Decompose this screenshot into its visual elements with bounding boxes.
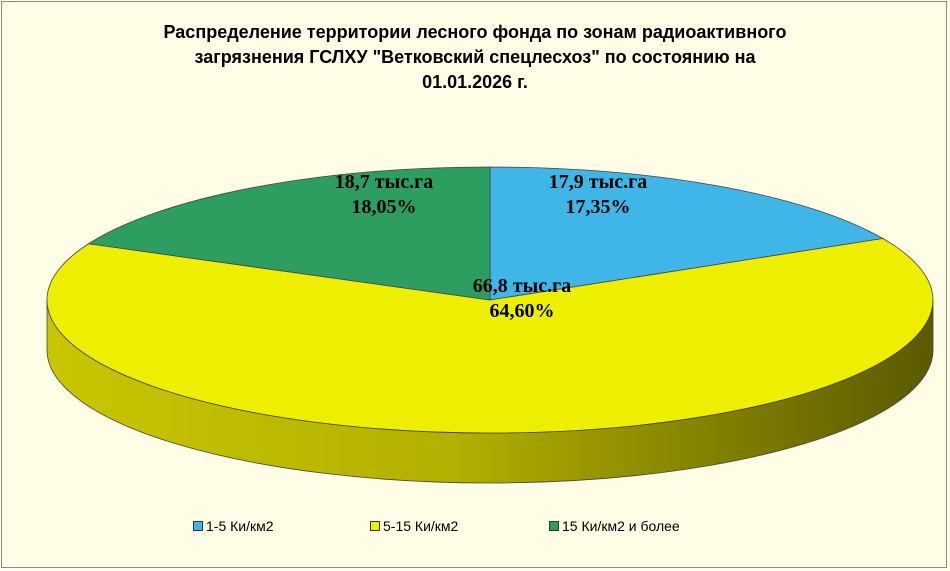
pie-slices: [46, 166, 934, 434]
data-label-5-15-line-2: 64,60%: [490, 300, 555, 322]
data-label-5-15-line-1: 66,8 тыс.га: [473, 275, 571, 297]
pie-slice-5-15: [46, 238, 934, 434]
chart-title-line-2: загрязнения ГСЛХУ "Ветковский спецлесхоз…: [194, 47, 756, 67]
legend-label-5-15: 5-15 Ки/км2: [383, 518, 459, 534]
legend-swatch-15-plus: [549, 521, 559, 531]
chart-title-line-1: Распределение территории лесного фонда п…: [163, 22, 787, 42]
legend-item-5-15: 5-15 Ки/км2: [370, 518, 458, 534]
legend-label-1-5: 1-5 Ки/км2: [206, 518, 274, 534]
legend-label-15-plus: 15 Ки/км2 и более: [562, 518, 680, 534]
chart-title-line-3: 01.01.2026 г.: [422, 72, 528, 92]
data-label-1-5-line-1: 17,9 тыс.га: [549, 171, 647, 193]
legend: 1-5 Ки/км2 5-15 Ки/км2 15 Ки/км2 и более: [0, 518, 950, 540]
pie-data-labels: 17,9 тыс.га 17,35% 66,8 тыс.га 64,60% 18,7 т…: [335, 171, 647, 322]
data-label-15-plus-line-2: 18,05%: [352, 196, 417, 218]
legend-swatch-5-15: [370, 521, 380, 531]
pie-slice-1-5: [489, 166, 884, 301]
data-label-1-5: 17,9 тыс.га 17,35%: [549, 171, 647, 218]
data-label-15-plus: 18,7 тыс.га 18,05%: [335, 171, 433, 218]
data-label-5-15: 66,8 тыс.га 64,60%: [473, 275, 571, 322]
chart-title: Распределение территории лесного фонда п…: [0, 20, 950, 95]
legend-item-1-5: 1-5 Ки/км2: [193, 518, 274, 534]
pie-slice-15-plus: [87, 166, 491, 301]
data-label-15-plus-line-1: 18,7 тыс.га: [335, 171, 433, 193]
data-label-1-5-line-2: 17,35%: [566, 196, 631, 218]
legend-swatch-1-5: [193, 521, 203, 531]
legend-item-15-plus: 15 Ки/км2 и более: [549, 518, 680, 534]
